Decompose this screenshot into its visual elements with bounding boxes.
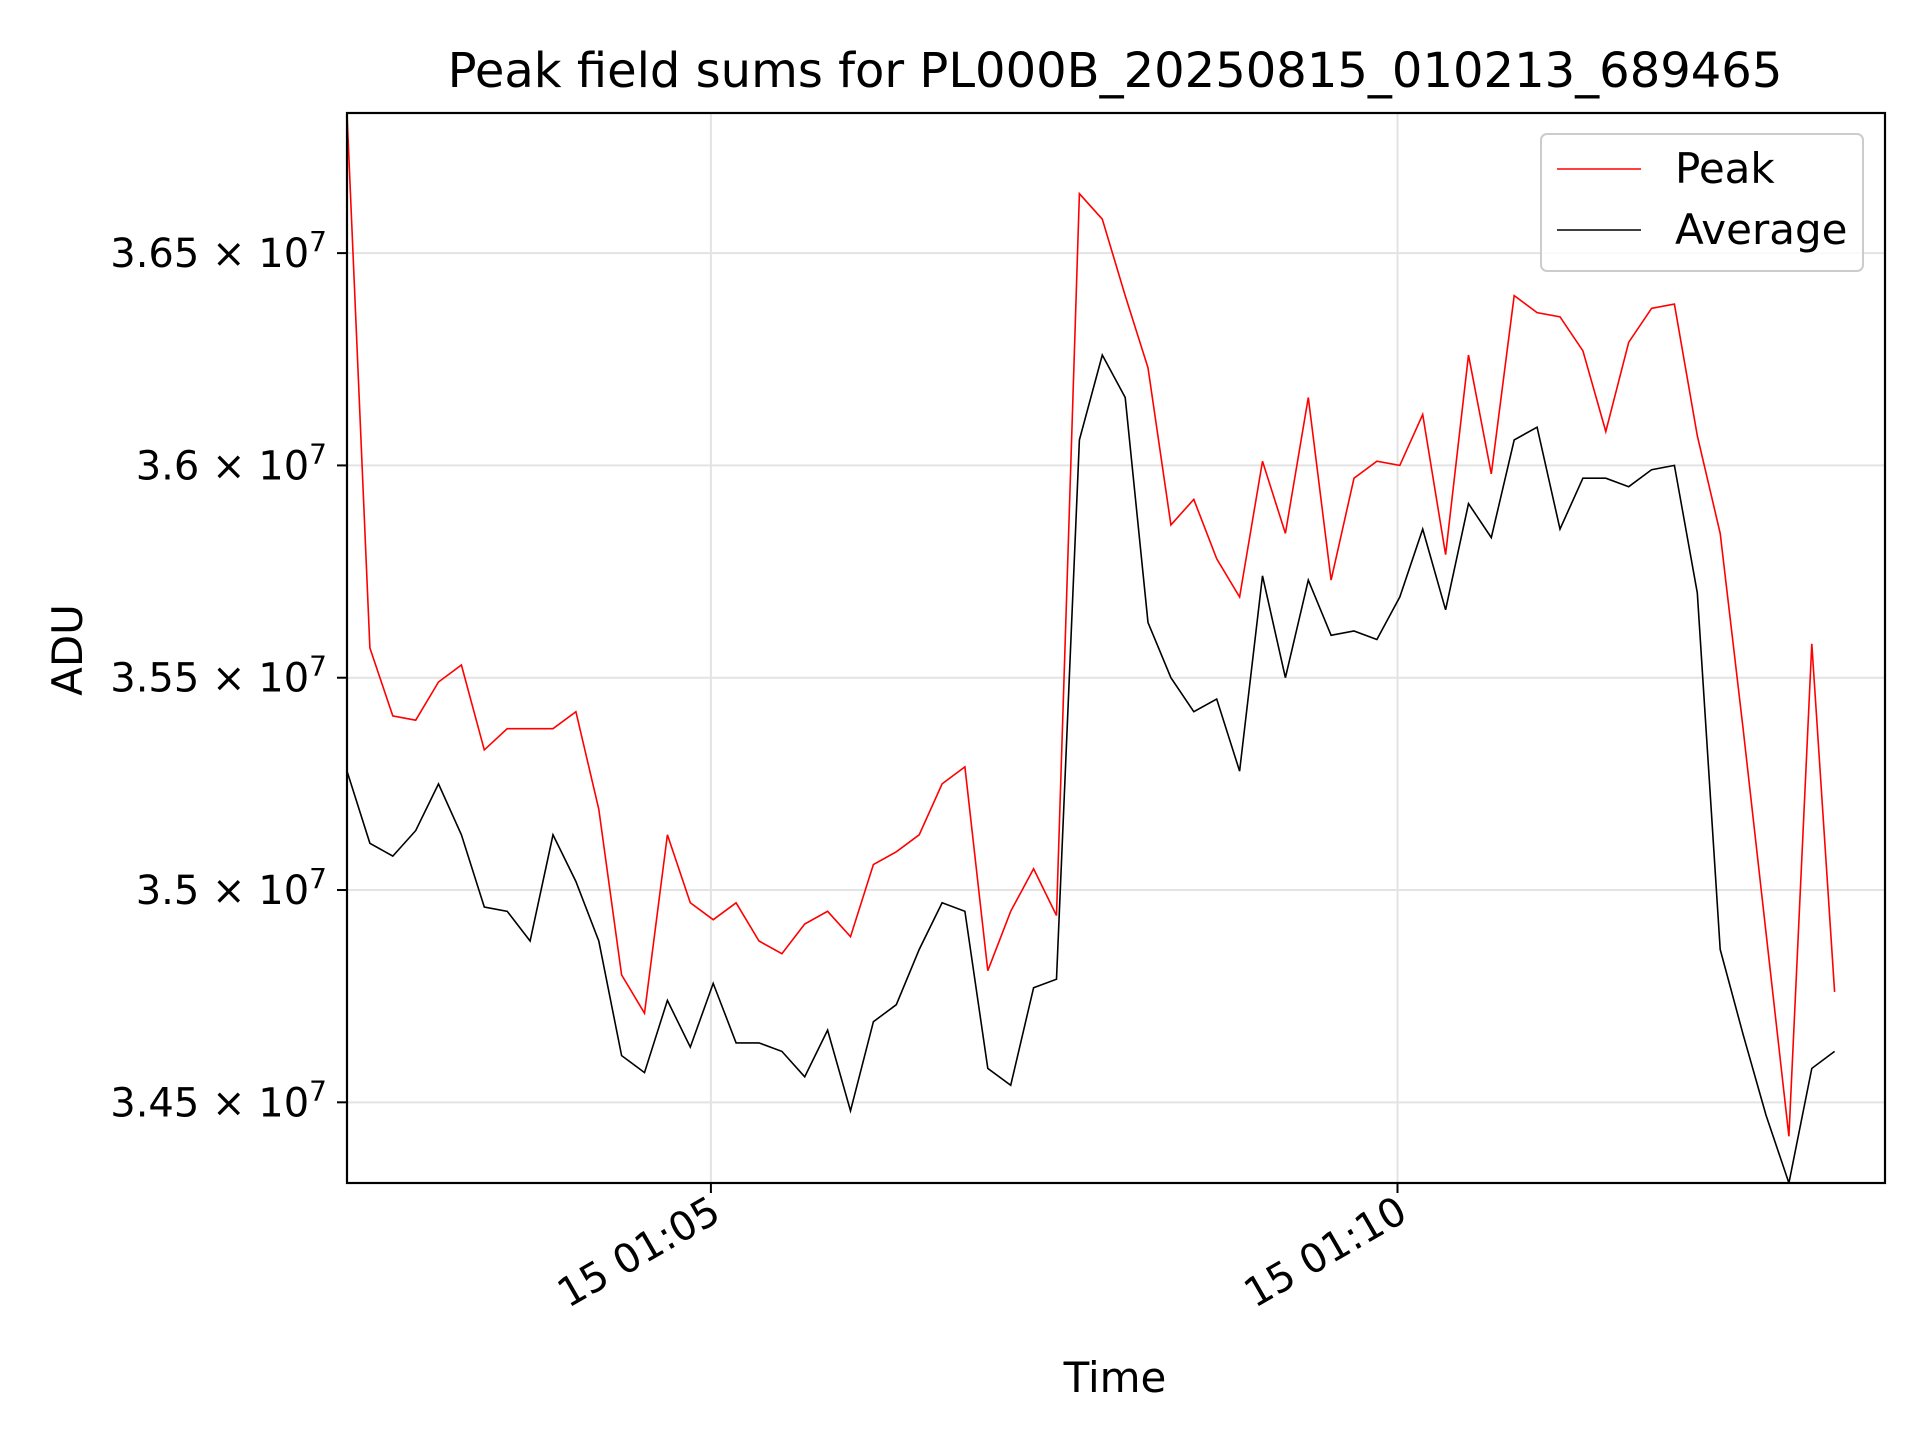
y-tick-label: 3.55 × 107 <box>110 650 327 702</box>
y-axis: 3.45 × 107 3.5 × 107 3.55 × 107 3.6 × 107 3.… <box>110 225 347 1126</box>
series-lines <box>347 113 1836 1183</box>
chart-title: Peak field sums for PL000B_20250815_0102… <box>448 43 1783 99</box>
legend-label-peak: Peak <box>1675 144 1775 193</box>
x-axis-title: Time <box>1063 1353 1167 1402</box>
y-tick-label: 3.65 × 107 <box>110 225 327 277</box>
y-axis-title: ADU <box>43 604 92 696</box>
y-tick-label: 3.6 × 107 <box>136 437 327 489</box>
series-line-peak <box>347 113 1836 1137</box>
legend-label-average: Average <box>1675 205 1847 254</box>
y-tick-label: 3.45 × 107 <box>110 1074 327 1126</box>
y-tick-label: 3.5 × 107 <box>136 862 327 914</box>
legend: Peak Average <box>1540 133 1864 272</box>
plot-frame <box>345 111 1887 1185</box>
series-line-average <box>347 352 1836 1183</box>
